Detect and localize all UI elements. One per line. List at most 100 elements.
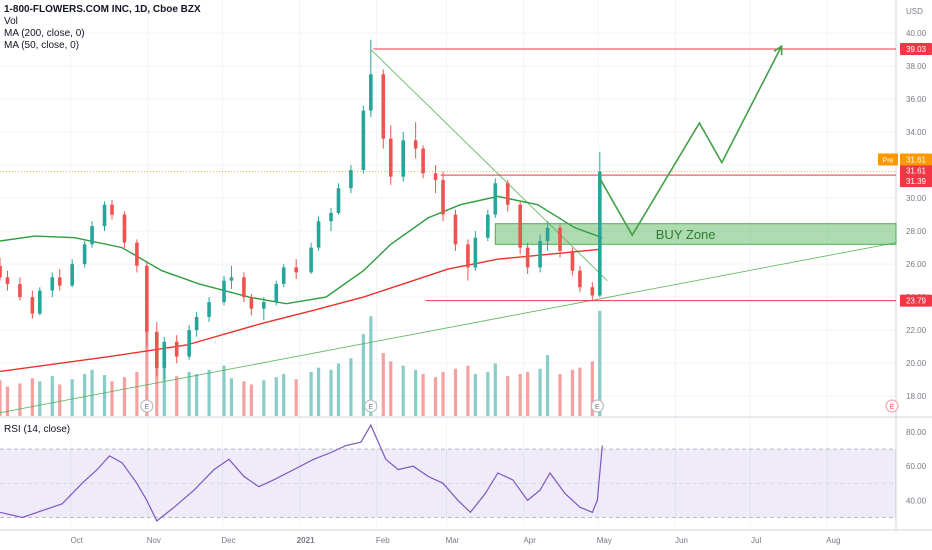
trendline-support bbox=[0, 242, 897, 414]
candle-body bbox=[187, 330, 191, 357]
volume-bar bbox=[401, 365, 405, 416]
volume-bar bbox=[0, 380, 2, 416]
volume-bar bbox=[598, 311, 602, 416]
earnings-marker bbox=[140, 399, 154, 413]
volume-bar bbox=[58, 384, 62, 416]
price-label-box bbox=[900, 164, 932, 177]
candle-body bbox=[329, 212, 333, 222]
rsi-tick-label: 60.00 bbox=[906, 462, 927, 471]
buy-zone-label: BUY Zone bbox=[656, 227, 716, 242]
candle-body bbox=[174, 341, 179, 357]
price-tick-label: 30.00 bbox=[906, 194, 927, 203]
candle-body bbox=[518, 204, 522, 248]
candle-body bbox=[381, 74, 386, 139]
volume-bar bbox=[441, 371, 445, 416]
price-tick-label: 34.00 bbox=[906, 128, 927, 137]
volume-bar bbox=[361, 334, 365, 416]
candle-body bbox=[388, 138, 393, 177]
rsi-title[interactable]: RSI (14, close) bbox=[4, 424, 71, 435]
price-tick-label: 20.00 bbox=[906, 359, 927, 368]
volume-bar bbox=[83, 374, 87, 416]
candle-body bbox=[598, 171, 602, 296]
legend-ma50[interactable]: MA (50, close, 0) bbox=[4, 40, 80, 51]
volume-bar bbox=[249, 384, 253, 416]
volume-bar bbox=[145, 332, 149, 416]
trendline-resistance bbox=[370, 49, 608, 281]
volume-bar bbox=[222, 365, 226, 416]
volume-bar bbox=[50, 376, 54, 416]
time-tick-label: Jun bbox=[675, 536, 688, 545]
volume-bar bbox=[381, 353, 385, 416]
legend-vol[interactable]: Vol bbox=[4, 16, 18, 27]
volume-bar bbox=[90, 369, 94, 416]
earnings-marker-label: E bbox=[595, 404, 600, 411]
price-label-box bbox=[900, 294, 932, 307]
price-label-box bbox=[900, 175, 932, 188]
volume-bar bbox=[316, 367, 321, 416]
price-tick-label: 38.00 bbox=[906, 62, 927, 71]
volume-bar bbox=[329, 369, 333, 416]
volume-bar bbox=[274, 377, 278, 416]
candle-body bbox=[545, 227, 550, 242]
earnings-marker bbox=[364, 399, 378, 413]
volume-bar bbox=[493, 363, 497, 416]
candle-body bbox=[135, 242, 139, 266]
projection-arrowhead bbox=[773, 44, 783, 56]
candle-body bbox=[421, 148, 425, 174]
volume-bar bbox=[175, 376, 179, 416]
candle-body bbox=[110, 204, 114, 215]
earnings-marker bbox=[590, 399, 604, 413]
volume-bar bbox=[453, 368, 458, 416]
volume-bar bbox=[38, 381, 42, 416]
price-label-text: 31.61 bbox=[906, 167, 927, 176]
candle-body bbox=[155, 331, 159, 369]
legend-ma200[interactable]: MA (200, close, 0) bbox=[4, 28, 85, 39]
volume-bar bbox=[70, 379, 74, 416]
volume-bar bbox=[389, 361, 393, 416]
volume-bar bbox=[545, 355, 550, 416]
volume-bar bbox=[570, 369, 575, 416]
symbol-title: 1-800-FLOWERS.COM INC, 1D, Cboe BZX bbox=[4, 4, 201, 15]
volume-bar bbox=[242, 381, 246, 416]
candle-body bbox=[145, 265, 149, 332]
candle-body bbox=[0, 265, 2, 278]
candle-body bbox=[590, 287, 595, 296]
earnings-marker-label: E bbox=[890, 404, 895, 411]
candle-body bbox=[50, 277, 55, 291]
volume-bar bbox=[578, 367, 582, 416]
projection-path bbox=[599, 45, 783, 237]
price-tick-label: 26.00 bbox=[906, 260, 927, 269]
earnings-marker-label: E bbox=[369, 404, 374, 411]
volume-bar bbox=[102, 375, 107, 416]
candle-body bbox=[361, 110, 366, 171]
earnings-marker-label: E bbox=[145, 404, 150, 411]
candle-body bbox=[57, 277, 62, 286]
volume-bar bbox=[262, 380, 266, 416]
candle-body bbox=[578, 270, 582, 288]
candle-body bbox=[30, 297, 35, 314]
candle-body bbox=[473, 237, 478, 268]
candle-body bbox=[162, 341, 167, 369]
candle-body bbox=[309, 247, 313, 273]
volume-bar bbox=[30, 378, 34, 416]
price-label-text: 31.39 bbox=[906, 177, 927, 186]
premarket-tag: Pre bbox=[883, 158, 894, 165]
time-tick-label: Feb bbox=[376, 536, 390, 545]
candle-body bbox=[316, 221, 321, 248]
price-tick-label: 36.00 bbox=[906, 95, 927, 104]
candle-body bbox=[38, 290, 42, 314]
candle-body bbox=[558, 227, 562, 251]
volume-bar bbox=[466, 365, 470, 416]
candle-body bbox=[369, 74, 373, 111]
candle-body bbox=[222, 280, 226, 303]
volume-bar bbox=[526, 371, 530, 416]
volume-bar bbox=[506, 376, 510, 416]
volume-bar bbox=[18, 383, 22, 416]
premarket-price-box bbox=[900, 153, 932, 166]
candle-body bbox=[538, 241, 542, 268]
premarket-price-text: 31.61 bbox=[906, 156, 927, 165]
rsi-legend: RSI (14, close) bbox=[4, 424, 70, 436]
volume-bar bbox=[369, 316, 373, 416]
candle-body bbox=[433, 173, 438, 180]
